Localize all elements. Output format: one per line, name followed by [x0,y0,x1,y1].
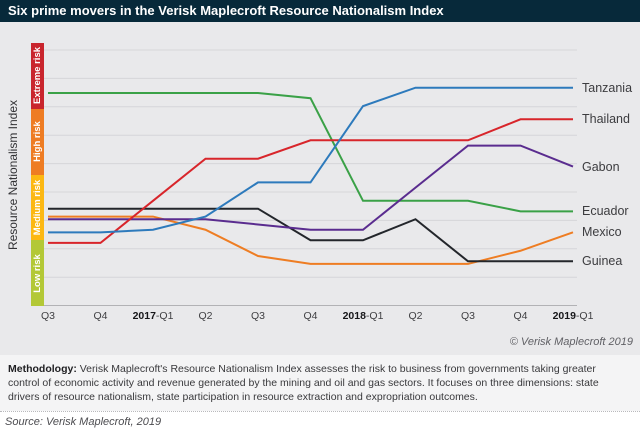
risk-band-bar: Extreme risk High risk Medium risk Low risk [31,43,44,306]
series-line-tanzania [48,86,573,234]
risk-band-label: Extreme risk [32,47,44,105]
x-axis-tick-labels: Q3 Q4 2017-Q1 Q2 Q3 Q4 2018-Q1 Q2 Q3 Q4 2019-Q1 [0,310,640,324]
x-tick-label: Q2 [198,310,213,322]
series-line-mexico [48,215,574,265]
series-label-ecuador: Ecuador [582,204,629,219]
series-line-thailand [48,118,573,244]
series-line-guinea [48,207,573,263]
series-line-ecuador [48,91,573,213]
y-axis-title: Resource Nationalism Index [6,99,21,250]
series-line-gabon [48,144,574,231]
risk-band-low-risk: Low risk [31,240,44,306]
risk-band-label: Medium risk [32,179,43,236]
chart-area: Resource Nationalism Index Extreme risk H… [0,22,640,355]
methodology-text: Verisk Maplecroft's Resource Nationalism… [8,363,599,403]
series-label-thailand: Thailand [582,112,630,127]
risk-band-label: Low risk [32,253,44,293]
copyright-note: © Verisk Maplecroft 2019 [509,336,633,348]
series-label-mexico: Mexico [582,225,622,240]
x-tick-label: Q3 [250,310,266,322]
x-tick-label: Q4 [513,310,528,322]
series-label-guinea: Guinea [582,254,623,269]
x-tick-label: 2017-Q1 [132,310,174,322]
methodology-label: Methodology: [8,363,77,375]
line-plot [44,49,577,306]
x-tick-label: Q3 [40,310,56,322]
x-tick-label: 2018-Q1 [342,310,384,322]
chart-title-bar: Six prime movers in the Verisk Maplecrof… [0,0,640,22]
series-label-tanzania: Tanzania [582,80,633,95]
methodology-note: Methodology: Verisk Maplecroft's Resourc… [0,355,640,411]
risk-band-extreme-risk: Extreme risk [31,43,44,109]
x-tick-label: Q4 [93,310,108,322]
x-tick-label: Q4 [303,310,318,322]
risk-band-high-risk: High risk [31,108,44,175]
source-row: Source: Verisk Maplecroft, 2019 [0,411,640,429]
source-note: Source: Verisk Maplecroft, 2019 [5,416,162,428]
risk-band-medium-risk: Medium risk [31,174,44,241]
x-tick-label: Q2 [408,310,423,322]
risk-band-label: High risk [32,121,43,162]
x-tick-label: Q3 [460,310,476,322]
chart-title: Six prime movers in the Verisk Maplecrof… [8,3,444,18]
x-tick-label: 2019-Q1 [552,310,594,322]
series-label-gabon: Gabon [582,159,620,174]
